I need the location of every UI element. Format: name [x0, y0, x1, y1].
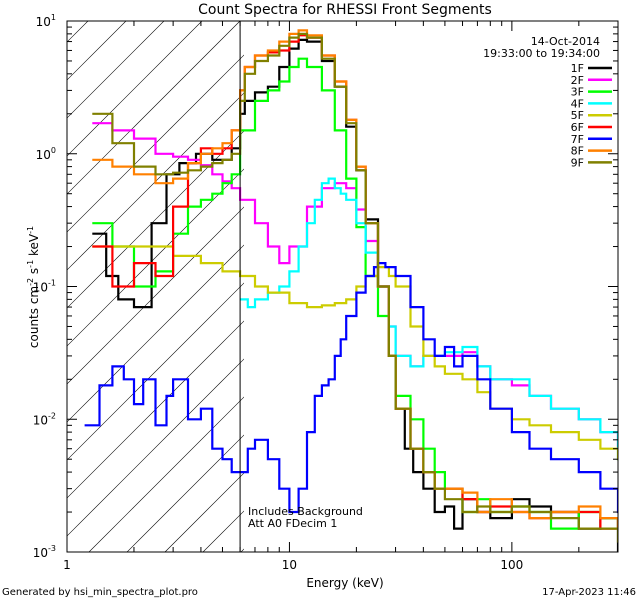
- annotation-attenuator: Att A0 FDecim 1: [248, 517, 337, 530]
- y-axis-label-sup3: -1: [26, 226, 35, 234]
- legend-label-3f: 3F: [571, 86, 584, 99]
- series-line-4f: [240, 177, 618, 461]
- y-tick-label: 100: [36, 146, 56, 162]
- hatch-line: [0, 0, 119, 552]
- y-tick-label: 10-3: [33, 544, 56, 560]
- legend-label-1f: 1F: [571, 62, 584, 75]
- y-axis-label-sup2: -1: [26, 260, 35, 268]
- annotation-background: Includes Background: [248, 505, 363, 518]
- hatch-line: [67, 358, 244, 537]
- hatch-line: [0, 0, 5, 552]
- legend-label-7f: 7F: [571, 133, 584, 146]
- y-axis-label-mid1: s: [27, 268, 41, 278]
- y-tick-label: 10-2: [33, 411, 56, 427]
- y-axis-label: counts cm-2 s-1 keV-1: [26, 226, 41, 348]
- series-line-7f: [84, 262, 618, 514]
- x-tick-label: 1: [63, 558, 71, 572]
- time-range-label: 19:33:00 to 19:34:00: [483, 47, 600, 60]
- hatch-line: [67, 21, 165, 119]
- series-line-6f: [92, 34, 618, 530]
- footer-generated-by: Generated by hsi_min_spectra_plot.pro: [2, 587, 198, 598]
- legend-label-4f: 4F: [571, 97, 584, 110]
- x-axis-ticks: 1 10 100: [63, 21, 619, 572]
- hatch-line: [88, 396, 244, 552]
- legend-label-8f: 8F: [571, 145, 584, 158]
- legend-label-9f: 9F: [571, 156, 584, 169]
- hatch-line: [67, 21, 127, 81]
- series-line-5f: [92, 245, 618, 461]
- hatch-line: [67, 206, 244, 385]
- date-label: 14-Oct-2014: [531, 35, 600, 48]
- hatch-line: [67, 320, 244, 499]
- x-tick-label: 100: [500, 558, 523, 572]
- y-tick-label: 10-1: [33, 279, 56, 295]
- legend-label-5f: 5F: [571, 109, 584, 122]
- series-layer: [84, 29, 618, 552]
- hatch-line: [67, 168, 244, 347]
- series-line-1f: [92, 38, 618, 552]
- hatch-line: [67, 21, 241, 195]
- hatch-line: [67, 282, 244, 461]
- legend-label-2f: 2F: [571, 74, 584, 87]
- y-axis-label-mid2: keV: [27, 233, 41, 260]
- x-tick-label: 10: [282, 558, 297, 572]
- chart-title: Count Spectra for RHESSI Front Segments: [198, 2, 492, 18]
- hatch-line: [67, 92, 244, 271]
- hatch-line: [126, 434, 244, 552]
- footer-timestamp: 17-Apr-2023 11:46: [542, 587, 636, 598]
- y-axis-label-sup1: -2: [26, 278, 35, 286]
- x-axis-label: Energy (keV): [306, 576, 383, 590]
- hatch-line: [67, 130, 244, 309]
- hatch-line: [279, 0, 640, 552]
- hatch-line: [67, 21, 203, 157]
- hatch-line: [67, 244, 244, 423]
- attenuator-hatch-region: [0, 0, 640, 552]
- series-line-9f: [92, 32, 618, 543]
- y-axis-ticks: 10-3 10-2 10-1 100 101: [33, 13, 618, 560]
- y-axis-label-main: counts cm: [27, 286, 41, 348]
- y-tick-label: 101: [36, 13, 56, 29]
- legend-label-6f: 6F: [571, 121, 584, 134]
